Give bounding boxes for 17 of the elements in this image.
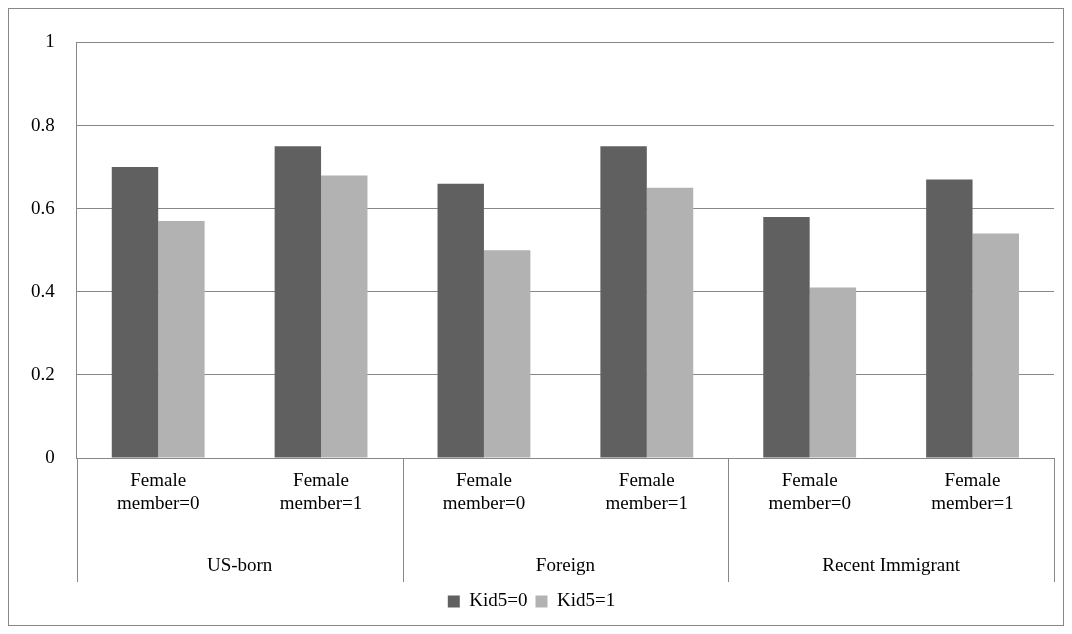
x-tick-label: Female member=0 — [442, 469, 526, 514]
text: Foreign — [535, 553, 596, 575]
text: Recent Immigrant — [822, 553, 961, 575]
x-tick-label: Female member=1 — [605, 469, 689, 514]
y-tick-label: 1 — [45, 30, 55, 52]
x-tick-label: Female member=1 — [931, 469, 1014, 514]
legend-label: Kid5=0 — [469, 589, 528, 611]
x-tick-label: Female member=0 — [768, 469, 851, 514]
y-tick-label: 0.6 — [31, 196, 55, 218]
y-tick-label: 0.2 — [31, 362, 55, 384]
legend-label: Kid5=1 — [557, 589, 616, 611]
x-tick-label: Female member=1 — [279, 469, 363, 514]
y-tick-label: 0 — [45, 445, 55, 467]
x-tick-label: Female member=0 — [116, 469, 200, 514]
text: US-born — [206, 553, 273, 575]
y-tick-label: 0.4 — [31, 279, 56, 301]
y-tick-label: 0.8 — [31, 113, 55, 135]
